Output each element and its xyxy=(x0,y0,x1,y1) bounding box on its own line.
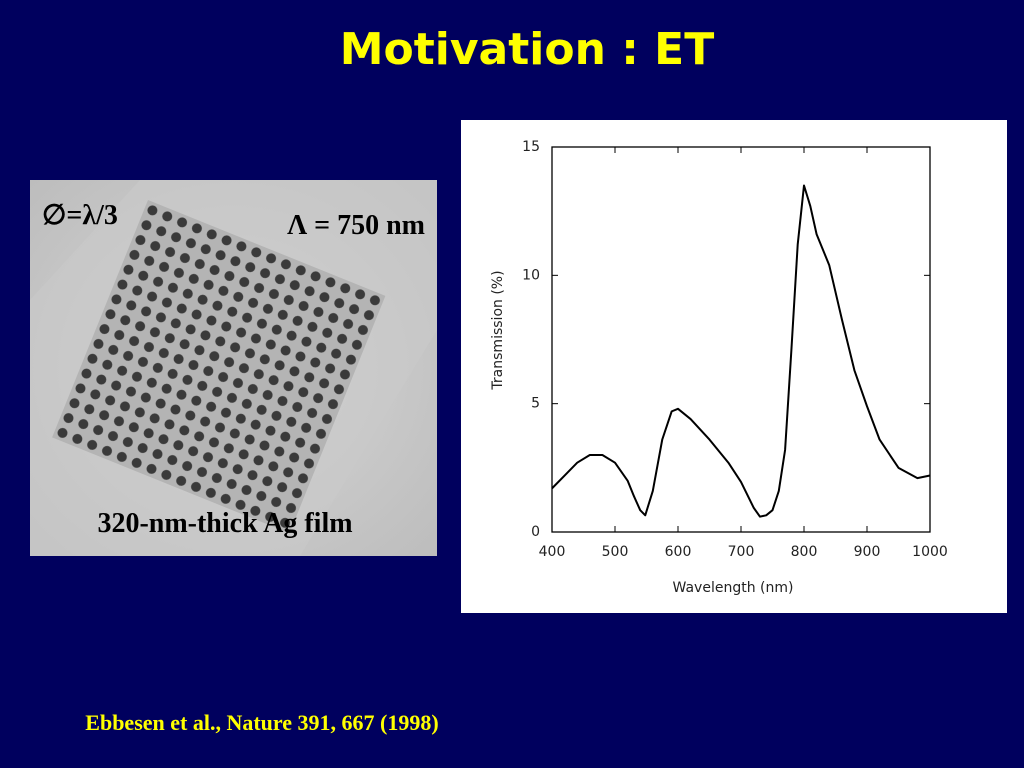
citation: Ebbesen et al., Nature 391, 667 (1998) xyxy=(85,710,438,735)
y-tick-label: 10 xyxy=(522,267,540,283)
x-tick-label: 400 xyxy=(539,544,566,560)
chart-panel xyxy=(461,120,1007,613)
x-tick-label: 700 xyxy=(728,544,755,560)
x-tick-label: 1000 xyxy=(912,544,948,560)
image-label: 320-nm-thick Ag film xyxy=(97,508,352,539)
x-tick-label: 600 xyxy=(665,544,692,560)
slide-title: Motivation : ET xyxy=(340,24,714,75)
y-axis-label: Transmission (%) xyxy=(490,270,506,390)
image-label: ∅=λ/3 xyxy=(42,200,118,231)
data-line xyxy=(551,184,931,518)
x-axis-label: Wavelength (nm) xyxy=(673,580,794,596)
x-tick-label: 500 xyxy=(602,544,629,560)
y-tick-label: 15 xyxy=(522,139,540,155)
x-tick-label: 900 xyxy=(854,544,881,560)
x-tick-label: 800 xyxy=(791,544,818,560)
hole-array xyxy=(52,200,386,534)
y-tick-label: 5 xyxy=(531,396,540,412)
image-label: Λ = 750 nm xyxy=(287,210,425,241)
y-tick-label: 0 xyxy=(531,524,540,540)
